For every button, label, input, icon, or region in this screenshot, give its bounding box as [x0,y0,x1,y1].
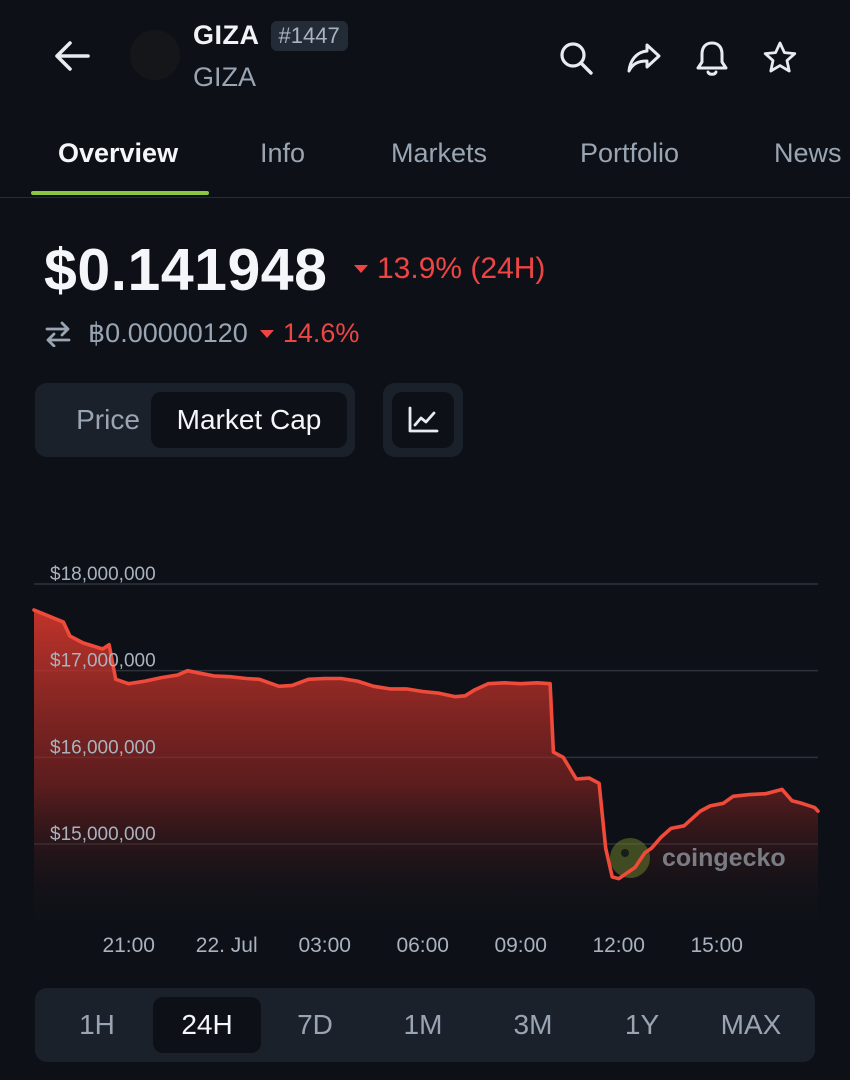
search-icon [560,42,593,75]
range-max[interactable]: MAX [720,1009,782,1040]
watermark-text: coingecko [662,844,786,872]
down-triangle-icon [354,265,368,273]
bell-icon [696,41,728,76]
rank-badge: #1447 [270,20,348,51]
range-1m[interactable]: 1M [403,1009,443,1040]
y-tick-label: $16,000,000 [50,737,156,758]
market-cap-toggle[interactable]: Market Cap [151,392,347,448]
chart-metric-toggle: Price Market Cap [35,383,355,457]
y-tick-label: $15,000,000 [50,824,156,845]
active-tab-indicator [31,191,209,195]
favorite-button[interactable] [758,36,802,80]
alert-button[interactable] [690,36,734,80]
range-3m[interactable]: 3M [513,1009,553,1040]
tab-overview[interactable]: Overview [58,138,179,168]
price-change-24h: 13.9% (24H) [354,252,545,286]
x-tick-label: 09:00 [494,934,547,957]
y-tick-label: $17,000,000 [50,651,156,672]
btc-change: 14.6% [259,318,360,349]
coingecko-watermark: coingecko [610,838,786,878]
x-tick-label: 15:00 [690,934,743,957]
tab-news[interactable]: News [774,138,842,168]
x-tick-label: 12:00 [592,934,645,957]
market-cap-line [32,608,820,881]
price-change-text: 13.9% (24H) [377,252,546,285]
y-tick-label: $18,000,000 [50,564,156,585]
line-chart-button[interactable] [392,392,454,448]
line-chart-icon [408,406,439,433]
search-button[interactable] [554,36,598,80]
current-price: $0.141948 [44,237,328,303]
range-7d[interactable]: 7D [297,1009,333,1040]
back-arrow-icon [55,41,90,71]
btc-price-row: ฿0.00000120 14.6% [44,318,359,349]
star-icon [763,41,797,73]
coin-logo [130,30,180,80]
tab-info[interactable]: Info [260,138,306,168]
down-triangle-icon [259,329,274,338]
back-button[interactable] [46,32,98,80]
share-button[interactable] [622,36,666,80]
coingecko-logo-icon [610,838,650,878]
x-tick-label: 21:00 [102,934,155,957]
market-cap-area [34,610,818,931]
range-1y[interactable]: 1Y [624,1009,660,1040]
range-1h[interactable]: 1H [79,1009,115,1040]
coin-symbol: GIZA [193,20,260,50]
market-cap-chart[interactable]: coingecko $18,000,000 $17,000,000 $16,000,… [0,540,850,980]
time-range-selector: 1H 24H 7D 1M 3M 1Y MAX [35,988,815,1062]
btc-price: ฿0.00000120 [88,318,248,348]
tab-bar: Overview Info Markets Portfolio News [0,120,850,198]
btc-change-text: 14.6% [282,318,360,348]
swap-arrows-icon [45,321,71,347]
x-tick-label: 22. Jul [196,934,258,957]
share-icon [627,43,661,73]
top-bar: GIZA #1447 GIZA [0,0,850,112]
coingecko-eye-icon [621,849,629,857]
coin-title: GIZA #1447 [193,20,348,51]
x-tick-label: 06:00 [396,934,449,957]
price-toggle[interactable]: Price [76,404,140,435]
tab-portfolio[interactable]: Portfolio [580,138,680,168]
x-tick-label: 03:00 [298,934,351,957]
chart-type-selector [383,383,463,457]
coin-name: GIZA [193,62,257,92]
chart-canvas[interactable]: coingecko $18,000,000 $17,000,000 $16,000,… [0,540,850,980]
range-24h[interactable]: 24H [153,997,261,1053]
tab-markets[interactable]: Markets [391,138,488,168]
